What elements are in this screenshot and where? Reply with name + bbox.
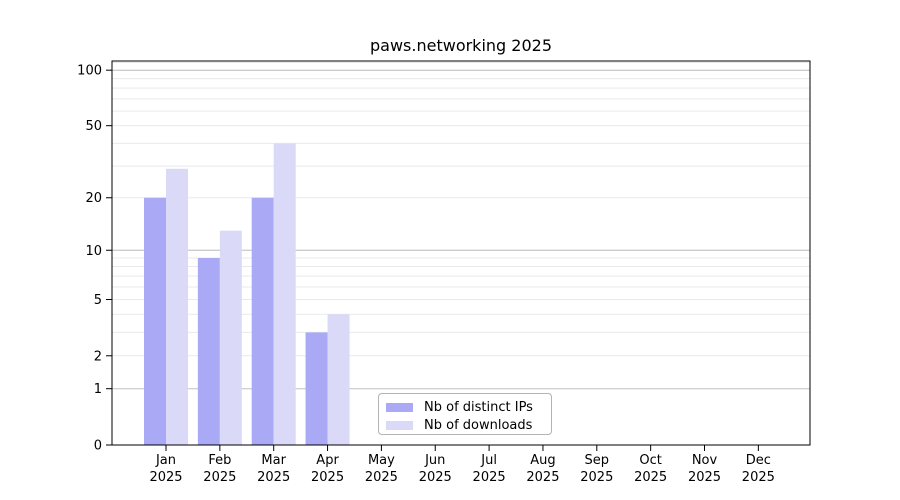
- x-tick-label-year: 2025: [257, 470, 290, 485]
- x-tick-label-month: Oct: [639, 453, 661, 468]
- bar-downloads-jan: [166, 168, 188, 445]
- legend-item-distinct-ips: Nb of distinct IPs: [386, 398, 545, 416]
- bar-downloads-feb: [219, 230, 242, 445]
- y-tick-label: 5: [94, 293, 102, 308]
- bar-downloads-apr: [327, 314, 350, 445]
- x-tick-label-year: 2025: [688, 470, 721, 485]
- x-tick-label-month: Sep: [585, 453, 610, 468]
- y-tick-label: 0: [94, 439, 102, 454]
- x-tick-label-month: Feb: [208, 453, 231, 468]
- x-tick-label-month: May: [368, 453, 395, 468]
- x-tick-label-month: Mar: [261, 453, 286, 468]
- y-tick-label: 10: [85, 244, 102, 259]
- legend-label-distinct-ips: Nb of distinct IPs: [424, 399, 533, 415]
- x-tick-label-month: Jan: [155, 453, 176, 468]
- y-tick-label: 20: [85, 191, 102, 206]
- legend: Nb of distinct IPs Nb of downloads: [378, 393, 552, 435]
- x-tick-label-year: 2025: [311, 470, 344, 485]
- bar-distinct-ips-apr: [305, 332, 328, 445]
- y-tick-label: 50: [85, 119, 102, 134]
- legend-swatch-downloads-icon: [386, 420, 413, 430]
- y-tick-label: 100: [77, 64, 102, 79]
- x-tick-label-month: Apr: [316, 453, 339, 468]
- x-tick-label-year: 2025: [203, 470, 236, 485]
- plot-border: [111, 60, 811, 446]
- x-tick-label-year: 2025: [634, 470, 667, 485]
- y-tick-label: 1: [94, 382, 102, 397]
- x-tick-label-month: Aug: [530, 453, 555, 468]
- bar-distinct-ips-jan: [144, 197, 166, 445]
- bar-distinct-ips-feb: [197, 258, 220, 445]
- x-tick-label-year: 2025: [580, 470, 613, 485]
- bar-downloads-mar: [273, 143, 296, 445]
- x-tick-label-year: 2025: [419, 470, 452, 485]
- x-tick-label-year: 2025: [526, 470, 559, 485]
- x-tick-label-month: Jun: [424, 453, 445, 468]
- legend-item-downloads: Nb of downloads: [386, 416, 545, 434]
- bar-distinct-ips-mar: [251, 197, 274, 445]
- x-tick-label-year: 2025: [365, 470, 398, 485]
- x-tick-label-year: 2025: [473, 470, 506, 485]
- x-tick-label-month: Jul: [480, 453, 497, 468]
- x-tick-label-year: 2025: [149, 470, 182, 485]
- x-tick-label-month: Nov: [692, 453, 718, 468]
- x-tick-label-year: 2025: [742, 470, 775, 485]
- x-tick-label-month: Dec: [746, 453, 771, 468]
- legend-label-downloads: Nb of downloads: [424, 417, 533, 433]
- y-tick-label: 2: [94, 349, 102, 364]
- legend-swatch-distinct-ips-icon: [386, 402, 413, 412]
